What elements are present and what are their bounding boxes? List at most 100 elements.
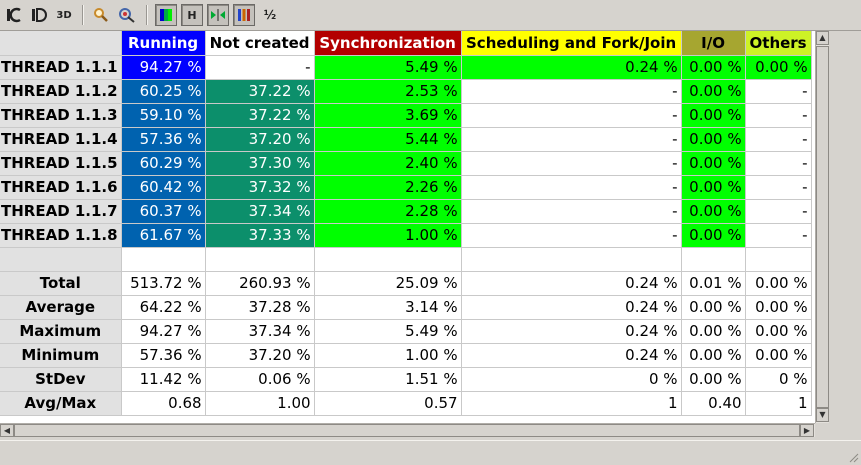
- stat-cell[interactable]: 37.20 %: [205, 343, 315, 368]
- table-cell[interactable]: 0.00 %: [681, 151, 746, 176]
- table-cell[interactable]: -: [205, 55, 315, 80]
- resize-grip-icon[interactable]: [847, 451, 859, 463]
- stat-cell[interactable]: 1: [745, 391, 812, 416]
- stat-cell[interactable]: 3.14 %: [314, 295, 462, 320]
- stat-cell[interactable]: 0.00 %: [681, 367, 746, 392]
- stat-cell[interactable]: 0.00 %: [745, 319, 812, 344]
- column-header-io[interactable]: I/O: [681, 31, 746, 56]
- hide-empty-columns-icon[interactable]: [207, 4, 229, 26]
- stat-cell[interactable]: 94.27 %: [121, 319, 206, 344]
- stat-cell[interactable]: 0.24 %: [461, 295, 682, 320]
- table-cell[interactable]: 5.49 %: [314, 55, 462, 80]
- show-bars-icon[interactable]: [233, 4, 255, 26]
- stat-cell[interactable]: 37.34 %: [205, 319, 315, 344]
- stat-cell[interactable]: 1.51 %: [314, 367, 462, 392]
- table-cell[interactable]: 37.33 %: [205, 223, 315, 248]
- stat-label[interactable]: Maximum: [0, 319, 122, 344]
- stat-cell[interactable]: 1: [461, 391, 682, 416]
- table-cell[interactable]: 2.28 %: [314, 199, 462, 224]
- table-cell[interactable]: 60.25 %: [121, 79, 206, 104]
- row-label[interactable]: THREAD 1.1.8: [0, 223, 122, 248]
- table-cell[interactable]: 2.40 %: [314, 151, 462, 176]
- table-cell[interactable]: -: [461, 79, 682, 104]
- table-cell[interactable]: 0.00 %: [681, 175, 746, 200]
- stat-cell[interactable]: 260.93 %: [205, 271, 315, 296]
- table-cell[interactable]: 60.29 %: [121, 151, 206, 176]
- scroll-left-icon[interactable]: ◀: [0, 424, 14, 437]
- table-cell[interactable]: 0.00 %: [681, 79, 746, 104]
- table-cell[interactable]: 37.32 %: [205, 175, 315, 200]
- stat-cell[interactable]: 57.36 %: [121, 343, 206, 368]
- vertical-scroll-thumb[interactable]: [816, 46, 829, 408]
- row-label[interactable]: THREAD 1.1.7: [0, 199, 122, 224]
- stat-cell[interactable]: 0.57: [314, 391, 462, 416]
- stat-cell[interactable]: 25.09 %: [314, 271, 462, 296]
- stat-cell[interactable]: 0.00 %: [745, 271, 812, 296]
- column-header-synchronization[interactable]: Synchronization: [314, 31, 462, 56]
- table-cell[interactable]: 0.00 %: [745, 55, 812, 80]
- table-cell[interactable]: -: [461, 223, 682, 248]
- table-cell[interactable]: -: [745, 103, 812, 128]
- table-cell[interactable]: 0.00 %: [681, 55, 746, 80]
- row-label[interactable]: THREAD 1.1.5: [0, 151, 122, 176]
- scroll-up-icon[interactable]: ▲: [816, 31, 829, 45]
- stat-cell[interactable]: 0.24 %: [461, 319, 682, 344]
- stat-label[interactable]: Avg/Max: [0, 391, 122, 416]
- stat-cell[interactable]: 0.24 %: [461, 271, 682, 296]
- stat-cell[interactable]: 5.49 %: [314, 319, 462, 344]
- table-cell[interactable]: 0.00 %: [681, 223, 746, 248]
- stat-cell[interactable]: 0 %: [461, 367, 682, 392]
- column-header-others[interactable]: Others: [745, 31, 812, 56]
- table-cell[interactable]: 0.24 %: [461, 55, 682, 80]
- table-cell[interactable]: 37.34 %: [205, 199, 315, 224]
- stat-cell[interactable]: 0.06 %: [205, 367, 315, 392]
- 3d-view-icon[interactable]: 3D: [56, 9, 72, 21]
- stat-cell[interactable]: 0 %: [745, 367, 812, 392]
- stat-label[interactable]: Minimum: [0, 343, 122, 368]
- zoom-icon[interactable]: [90, 4, 112, 26]
- table-cell[interactable]: -: [461, 151, 682, 176]
- table-cell[interactable]: 37.22 %: [205, 103, 315, 128]
- row-label[interactable]: THREAD 1.1.6: [0, 175, 122, 200]
- stat-cell[interactable]: 0.01 %: [681, 271, 746, 296]
- column-header-running[interactable]: Running: [121, 31, 206, 56]
- table-cell[interactable]: 94.27 %: [121, 55, 206, 80]
- table-cell[interactable]: -: [461, 127, 682, 152]
- stat-cell[interactable]: 513.72 %: [121, 271, 206, 296]
- table-cell[interactable]: 2.53 %: [314, 79, 462, 104]
- table-cell[interactable]: 60.37 %: [121, 199, 206, 224]
- stat-label[interactable]: Average: [0, 295, 122, 320]
- fraction-format-icon[interactable]: ½: [263, 8, 277, 22]
- table-cell[interactable]: 0.00 %: [681, 103, 746, 128]
- table-cell[interactable]: -: [745, 151, 812, 176]
- scroll-right-icon[interactable]: ▶: [800, 424, 814, 437]
- table-cell[interactable]: 37.22 %: [205, 79, 315, 104]
- stat-cell[interactable]: 1.00: [205, 391, 315, 416]
- stat-cell[interactable]: 0.00 %: [681, 319, 746, 344]
- row-label[interactable]: THREAD 1.1.1: [0, 55, 122, 80]
- table-cell[interactable]: -: [745, 127, 812, 152]
- table-cell[interactable]: 0.00 %: [681, 127, 746, 152]
- table-cell[interactable]: 57.36 %: [121, 127, 206, 152]
- table-cell[interactable]: 61.67 %: [121, 223, 206, 248]
- column-header-scheduling[interactable]: Scheduling and Fork/Join: [461, 31, 682, 56]
- code-view-icon[interactable]: [3, 4, 25, 26]
- stat-label[interactable]: StDev: [0, 367, 122, 392]
- gradient-color-icon[interactable]: [155, 4, 177, 26]
- stat-cell[interactable]: 11.42 %: [121, 367, 206, 392]
- scroll-down-icon[interactable]: ▼: [816, 408, 829, 422]
- table-cell[interactable]: -: [745, 199, 812, 224]
- table-cell[interactable]: 60.42 %: [121, 175, 206, 200]
- color-palette-icon[interactable]: [116, 4, 138, 26]
- table-cell[interactable]: 5.44 %: [314, 127, 462, 152]
- semantic-view-icon[interactable]: [28, 4, 50, 26]
- table-cell[interactable]: 0.00 %: [681, 199, 746, 224]
- stat-label[interactable]: Total: [0, 271, 122, 296]
- table-cell[interactable]: -: [461, 199, 682, 224]
- stat-cell[interactable]: 1.00 %: [314, 343, 462, 368]
- table-cell[interactable]: 2.26 %: [314, 175, 462, 200]
- table-cell[interactable]: -: [461, 175, 682, 200]
- row-label[interactable]: THREAD 1.1.3: [0, 103, 122, 128]
- table-cell[interactable]: 1.00 %: [314, 223, 462, 248]
- stat-cell[interactable]: 0.68: [121, 391, 206, 416]
